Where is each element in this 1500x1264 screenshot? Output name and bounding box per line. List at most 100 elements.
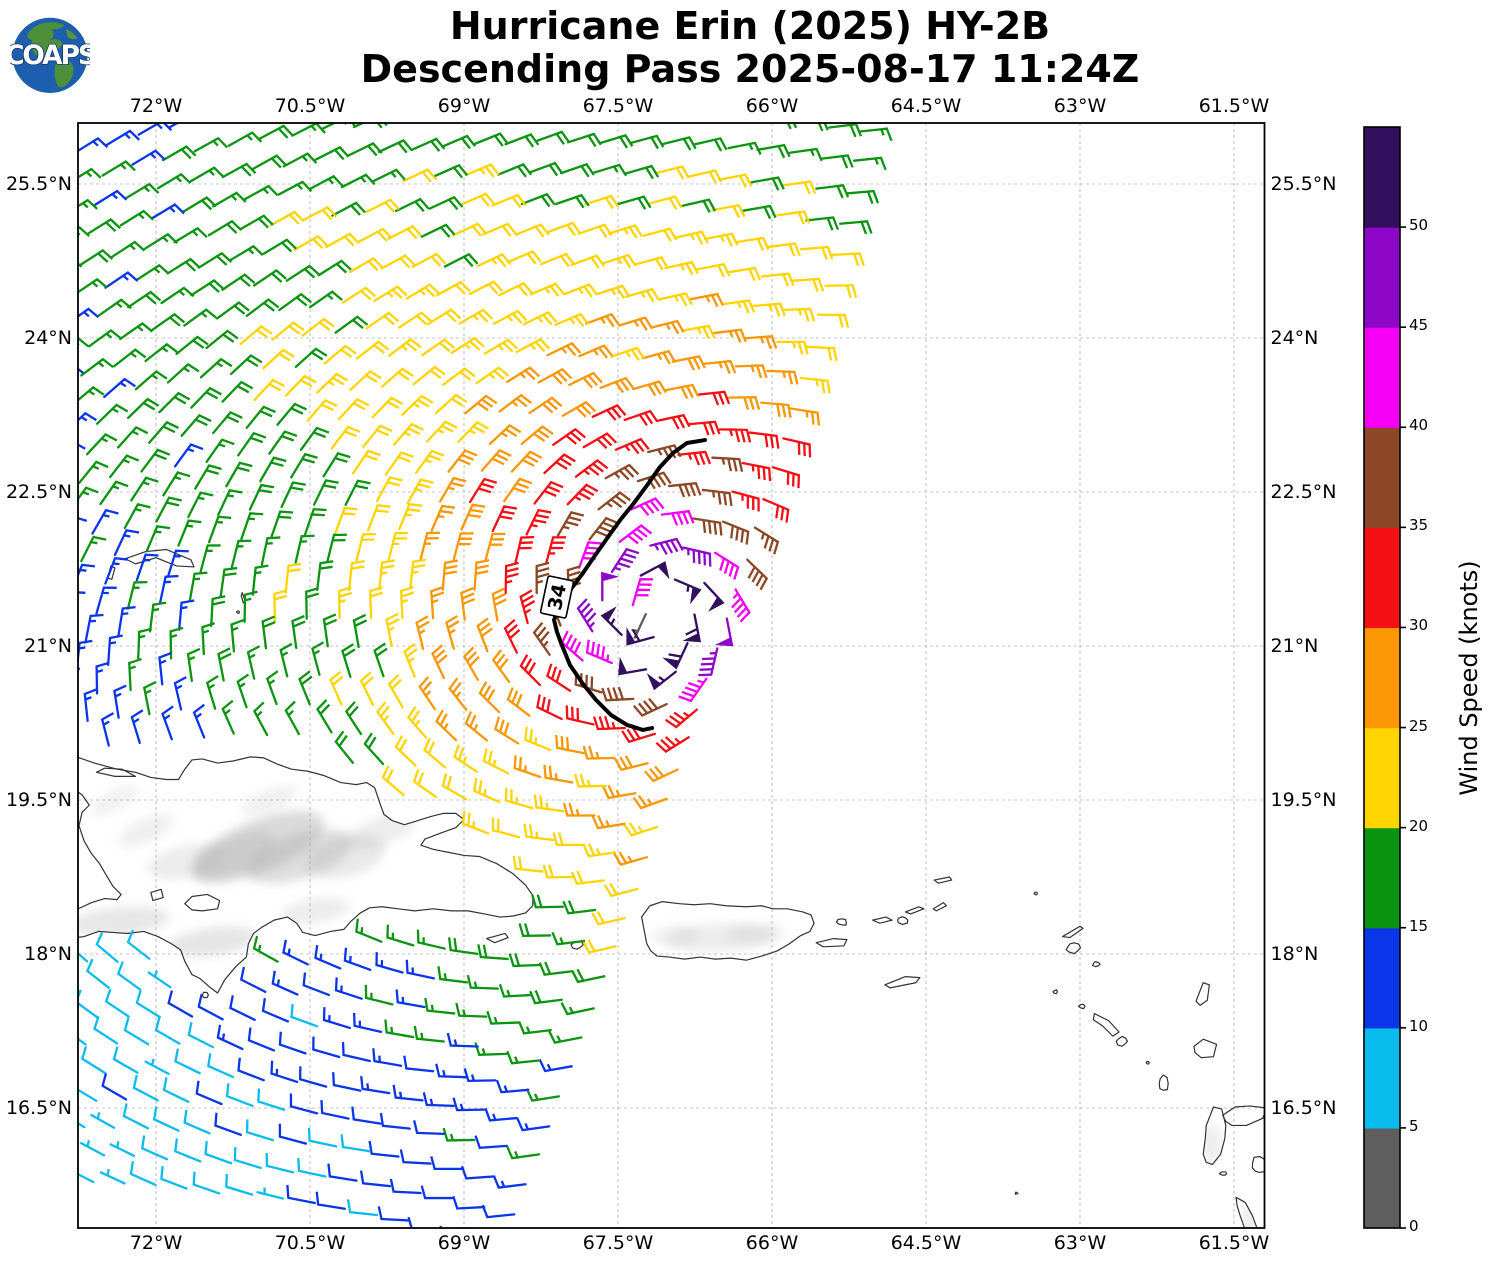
wind-barb bbox=[140, 1135, 169, 1161]
wind-barb bbox=[217, 647, 232, 682]
wind-barb bbox=[423, 737, 447, 769]
wind-barb bbox=[568, 371, 603, 389]
wind-barb bbox=[303, 507, 327, 536]
wind-barb bbox=[215, 301, 250, 320]
wind-barb bbox=[245, 1119, 274, 1142]
wind-barb bbox=[486, 1010, 520, 1025]
wind-barb bbox=[491, 505, 518, 533]
wind-barb bbox=[282, 939, 309, 966]
wind-barb bbox=[327, 1163, 358, 1182]
wind-barb bbox=[78, 307, 100, 319]
wind-barb bbox=[543, 764, 574, 784]
wind-barb bbox=[552, 427, 586, 446]
wind-barb bbox=[217, 489, 243, 516]
wind-barb bbox=[514, 535, 535, 566]
wind-barb bbox=[378, 559, 396, 591]
wind-barb bbox=[111, 240, 146, 258]
wind-barb bbox=[743, 335, 778, 350]
wind-barb bbox=[41, 393, 72, 410]
wind-barb bbox=[608, 224, 643, 239]
wind-barb bbox=[161, 145, 197, 162]
wind-barb bbox=[505, 366, 541, 384]
wind-barb bbox=[256, 1187, 284, 1200]
wind-barb bbox=[379, 1112, 411, 1130]
colorbar-tick-label: 50 bbox=[1409, 216, 1429, 235]
wind-barb bbox=[359, 1170, 392, 1188]
wind-barb bbox=[510, 450, 543, 473]
wind-barb bbox=[536, 694, 563, 721]
wind-barb bbox=[424, 997, 456, 1015]
wind-barb bbox=[582, 432, 618, 450]
wind-barb bbox=[543, 453, 576, 475]
wind-barb bbox=[492, 1175, 527, 1189]
wind-barb bbox=[291, 614, 306, 649]
wind-barb bbox=[460, 503, 486, 531]
wind-barb bbox=[477, 944, 509, 961]
wind-barb bbox=[677, 450, 712, 466]
wind-barb bbox=[412, 769, 438, 799]
wind-barb bbox=[286, 1184, 316, 1205]
basemap bbox=[78, 548, 1265, 1228]
wind-barb bbox=[753, 526, 780, 555]
wind-barb bbox=[351, 1106, 382, 1125]
wind-barb bbox=[316, 560, 334, 592]
wind-barb bbox=[144, 1058, 170, 1076]
wind-barb bbox=[799, 376, 831, 394]
wind-barb bbox=[462, 646, 480, 681]
wind-barb bbox=[314, 945, 342, 970]
wind-barb bbox=[229, 995, 256, 1021]
wind-barb bbox=[78, 517, 88, 522]
wind-barb bbox=[721, 299, 756, 314]
wind-barb bbox=[78, 591, 86, 594]
wind-barb bbox=[463, 1068, 497, 1083]
wind-barb bbox=[434, 393, 468, 415]
wind-barb bbox=[124, 182, 160, 200]
colorbar-segment bbox=[1364, 327, 1400, 428]
wind-barb bbox=[734, 364, 768, 379]
wind-barb bbox=[363, 732, 385, 766]
wind-barb bbox=[384, 451, 414, 476]
coast-anegada bbox=[933, 876, 953, 884]
wind-barb bbox=[561, 400, 597, 418]
wind-barb bbox=[271, 321, 305, 341]
wind-barb bbox=[633, 697, 668, 717]
wind-barb bbox=[435, 709, 458, 742]
wind-barb bbox=[340, 173, 376, 189]
wind-barb bbox=[362, 424, 393, 448]
wind-barb bbox=[284, 374, 317, 397]
x-tick-top: 70.5°W bbox=[274, 95, 346, 117]
y-tick-left: 24°N bbox=[24, 327, 72, 349]
wind-barb bbox=[368, 586, 383, 620]
wind-barb bbox=[529, 990, 563, 1005]
logo-text: COAPS bbox=[10, 40, 90, 71]
wind-barb bbox=[515, 337, 551, 354]
colorbar bbox=[1363, 126, 1406, 1229]
coast-mariegalante bbox=[1251, 1156, 1265, 1174]
terrain-blob bbox=[240, 786, 298, 814]
wind-barb bbox=[351, 449, 381, 475]
wind-barb bbox=[491, 193, 527, 209]
wind-barb bbox=[468, 477, 498, 504]
chart-title: Hurricane Erin (2025) HY-2B bbox=[449, 4, 1051, 48]
wind-barb bbox=[601, 686, 635, 702]
wind-barb bbox=[418, 676, 436, 711]
wind-barb bbox=[93, 189, 128, 207]
wind-barb bbox=[129, 1161, 157, 1187]
wind-barb bbox=[548, 1030, 583, 1044]
wind-barb bbox=[632, 795, 668, 810]
wind-barb bbox=[394, 197, 430, 213]
wind-barb bbox=[799, 245, 834, 260]
wind-barb bbox=[307, 1127, 338, 1148]
wind-barb bbox=[212, 191, 247, 208]
wind-barb bbox=[503, 619, 521, 654]
wind-barb bbox=[442, 367, 476, 386]
wind-barb bbox=[270, 510, 294, 539]
wind-barb bbox=[359, 671, 375, 707]
wind-barb bbox=[504, 561, 519, 595]
wind-barb bbox=[322, 1007, 351, 1030]
x-tick-bottom: 63°W bbox=[1053, 1232, 1107, 1254]
wind-barb bbox=[33, 1018, 55, 1046]
wind-barb bbox=[409, 558, 427, 590]
wind-barb bbox=[480, 448, 512, 472]
wind-barb bbox=[243, 184, 279, 201]
